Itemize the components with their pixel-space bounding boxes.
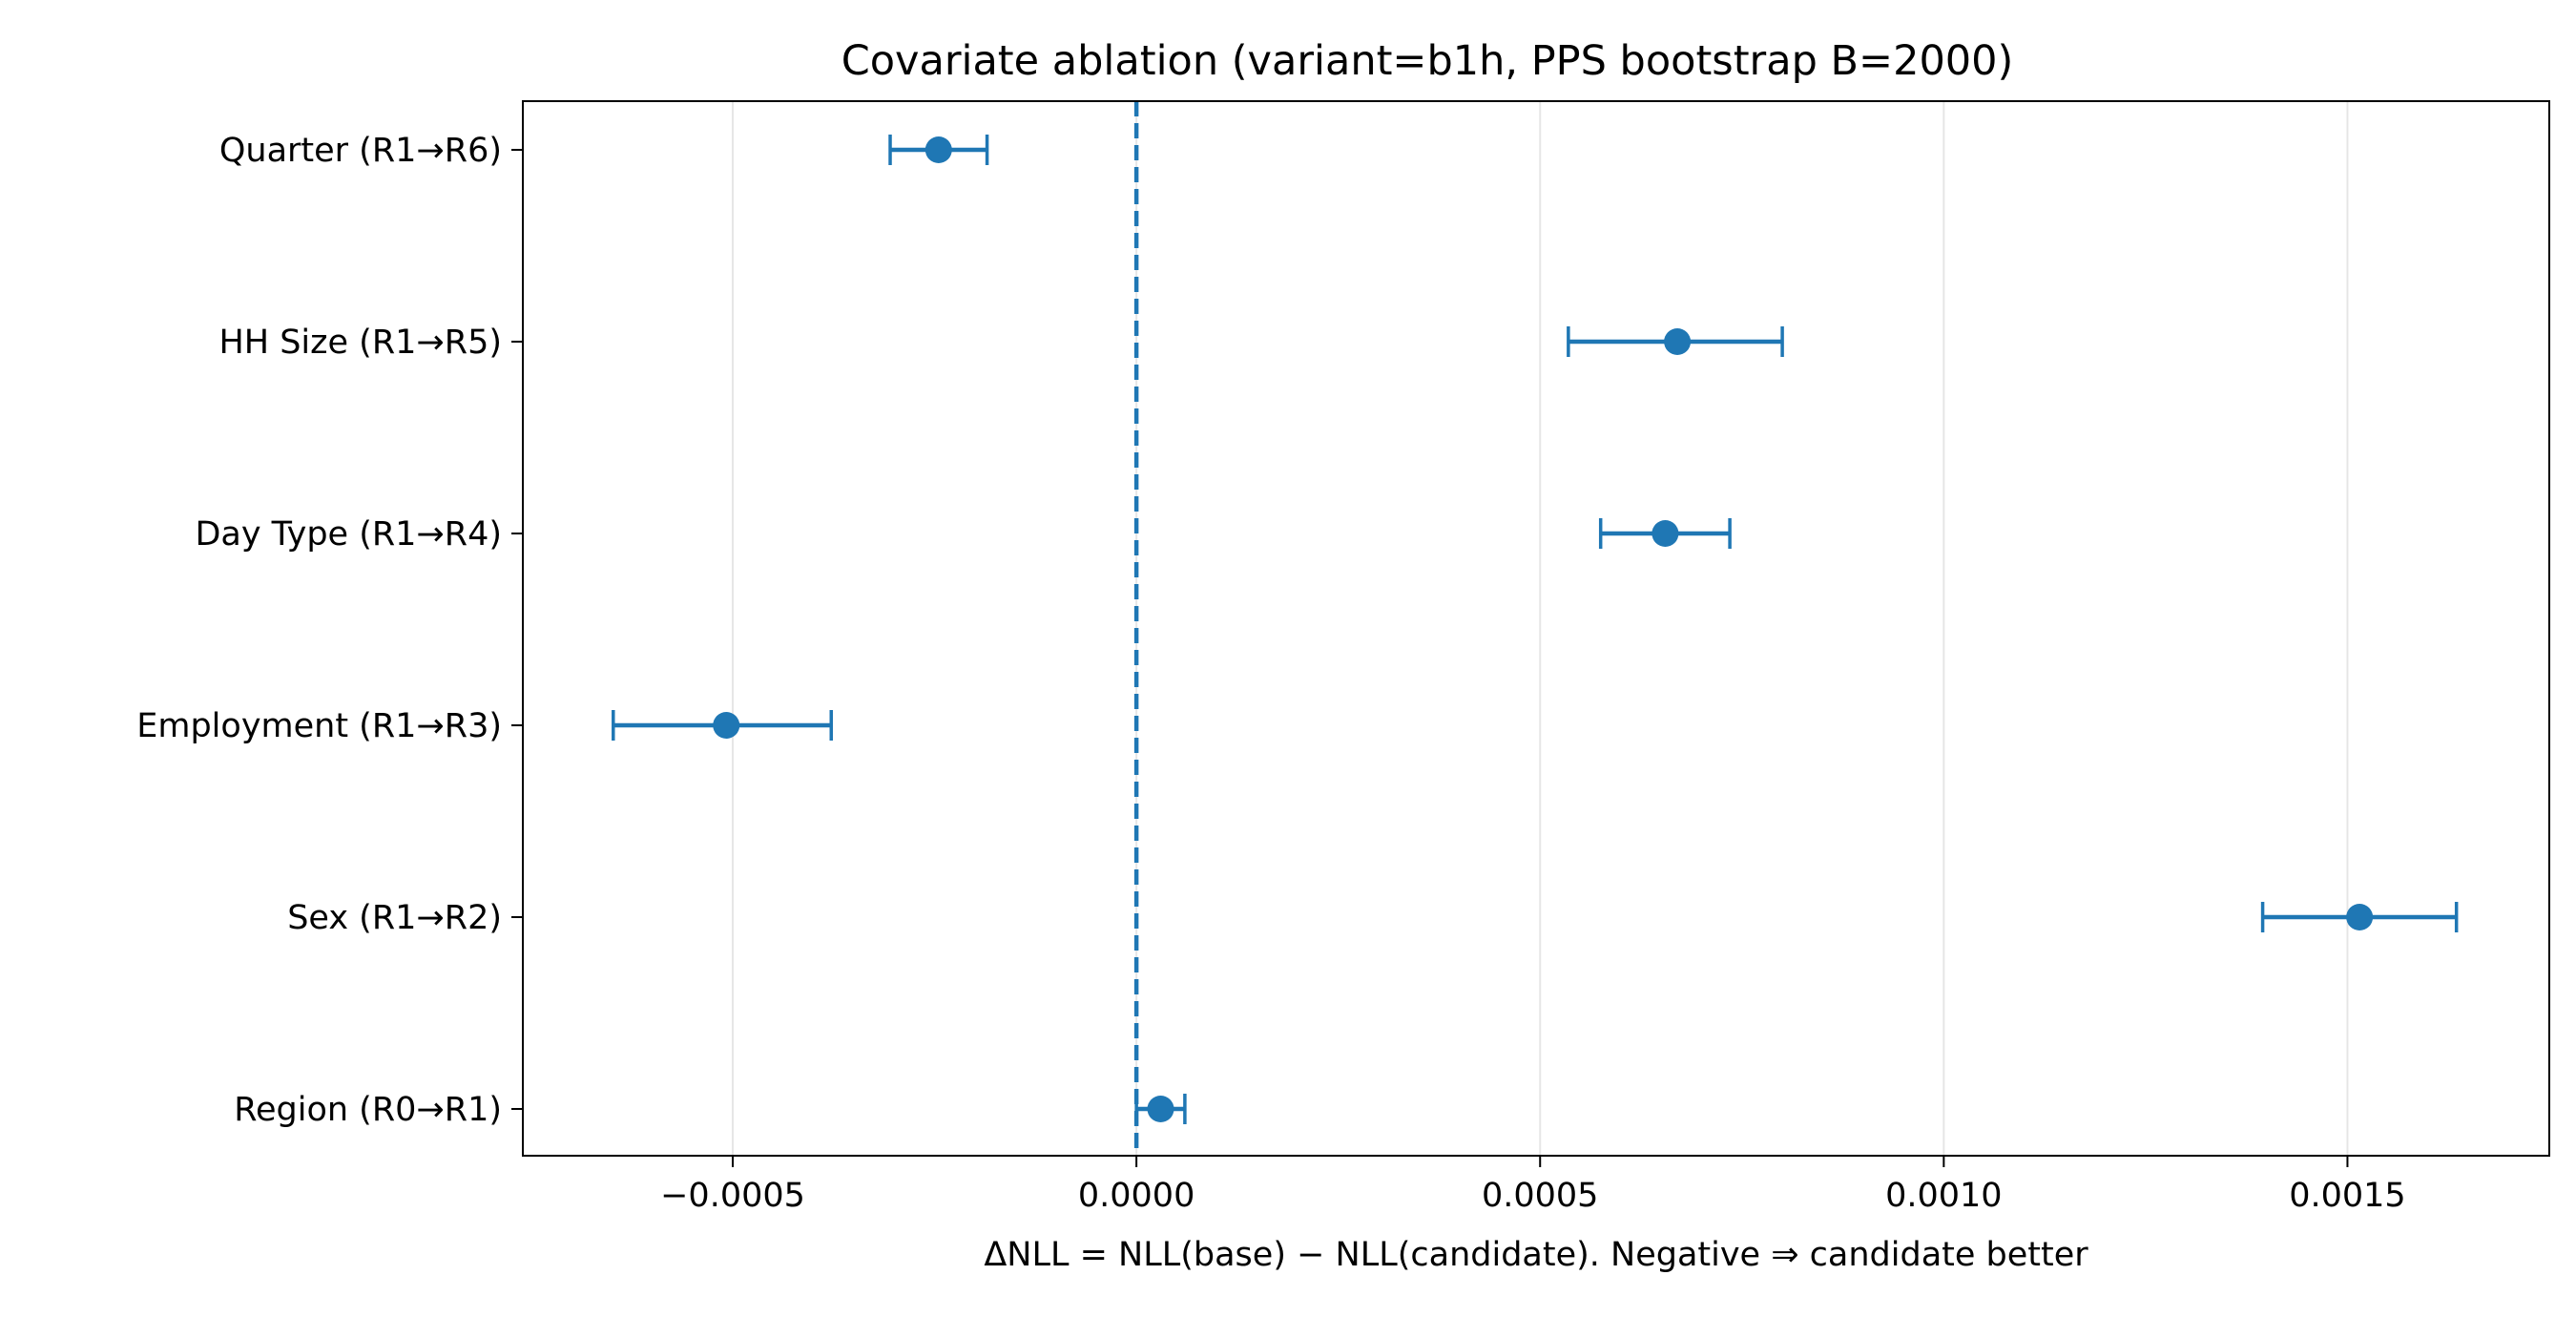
error-bar-2 — [1598, 518, 1732, 549]
point-5 — [1147, 1096, 1174, 1122]
y-tick-label-0: Quarter (R1→R6) — [219, 132, 502, 170]
point-3 — [713, 712, 740, 739]
x-tick-label-2: 0.0005 — [1482, 1177, 1598, 1215]
error-bar-4 — [2260, 902, 2459, 932]
error-bar-1 — [1567, 326, 1784, 357]
plot-frame — [522, 100, 2550, 1157]
x-axis-ticks: −0.0005 0.0000 0.0005 0.0010 0.0015 — [660, 1156, 2406, 1215]
error-bar-3 — [612, 710, 834, 741]
error-bar-points — [612, 135, 2459, 1124]
error-bar-5 — [1134, 1094, 1187, 1124]
point-4 — [2346, 904, 2374, 930]
x-tick-label-1: 0.0000 — [1078, 1177, 1195, 1215]
point-2 — [1652, 520, 1679, 547]
y-tick-label-1: HH Size (R1→R5) — [218, 324, 502, 362]
x-tick-label-4: 0.0015 — [2289, 1177, 2405, 1215]
y-axis-ticks: Quarter (R1→R6) HH Size (R1→R5) Day Type (… — [136, 132, 523, 1129]
y-tick-label-4: Sex (R1→R2) — [287, 899, 502, 937]
point-0 — [924, 136, 952, 163]
grid-lines — [732, 101, 2349, 1156]
chart-title: Covariate ablation (variant=b1h, PPS boo… — [841, 37, 2014, 85]
y-tick-label-2: Day Type (R1→R4) — [195, 515, 502, 554]
x-tick-label-0: −0.0005 — [660, 1177, 805, 1215]
y-tick-label-5: Region (R0→R1) — [234, 1091, 502, 1129]
point-1 — [1664, 328, 1692, 355]
x-tick-label-3: 0.0010 — [1885, 1177, 2002, 1215]
error-bar-0 — [888, 135, 989, 165]
x-axis-label: ΔNLL = NLL(base) − NLL(candidate). Negat… — [984, 1236, 2088, 1274]
y-tick-label-3: Employment (R1→R3) — [136, 707, 502, 745]
